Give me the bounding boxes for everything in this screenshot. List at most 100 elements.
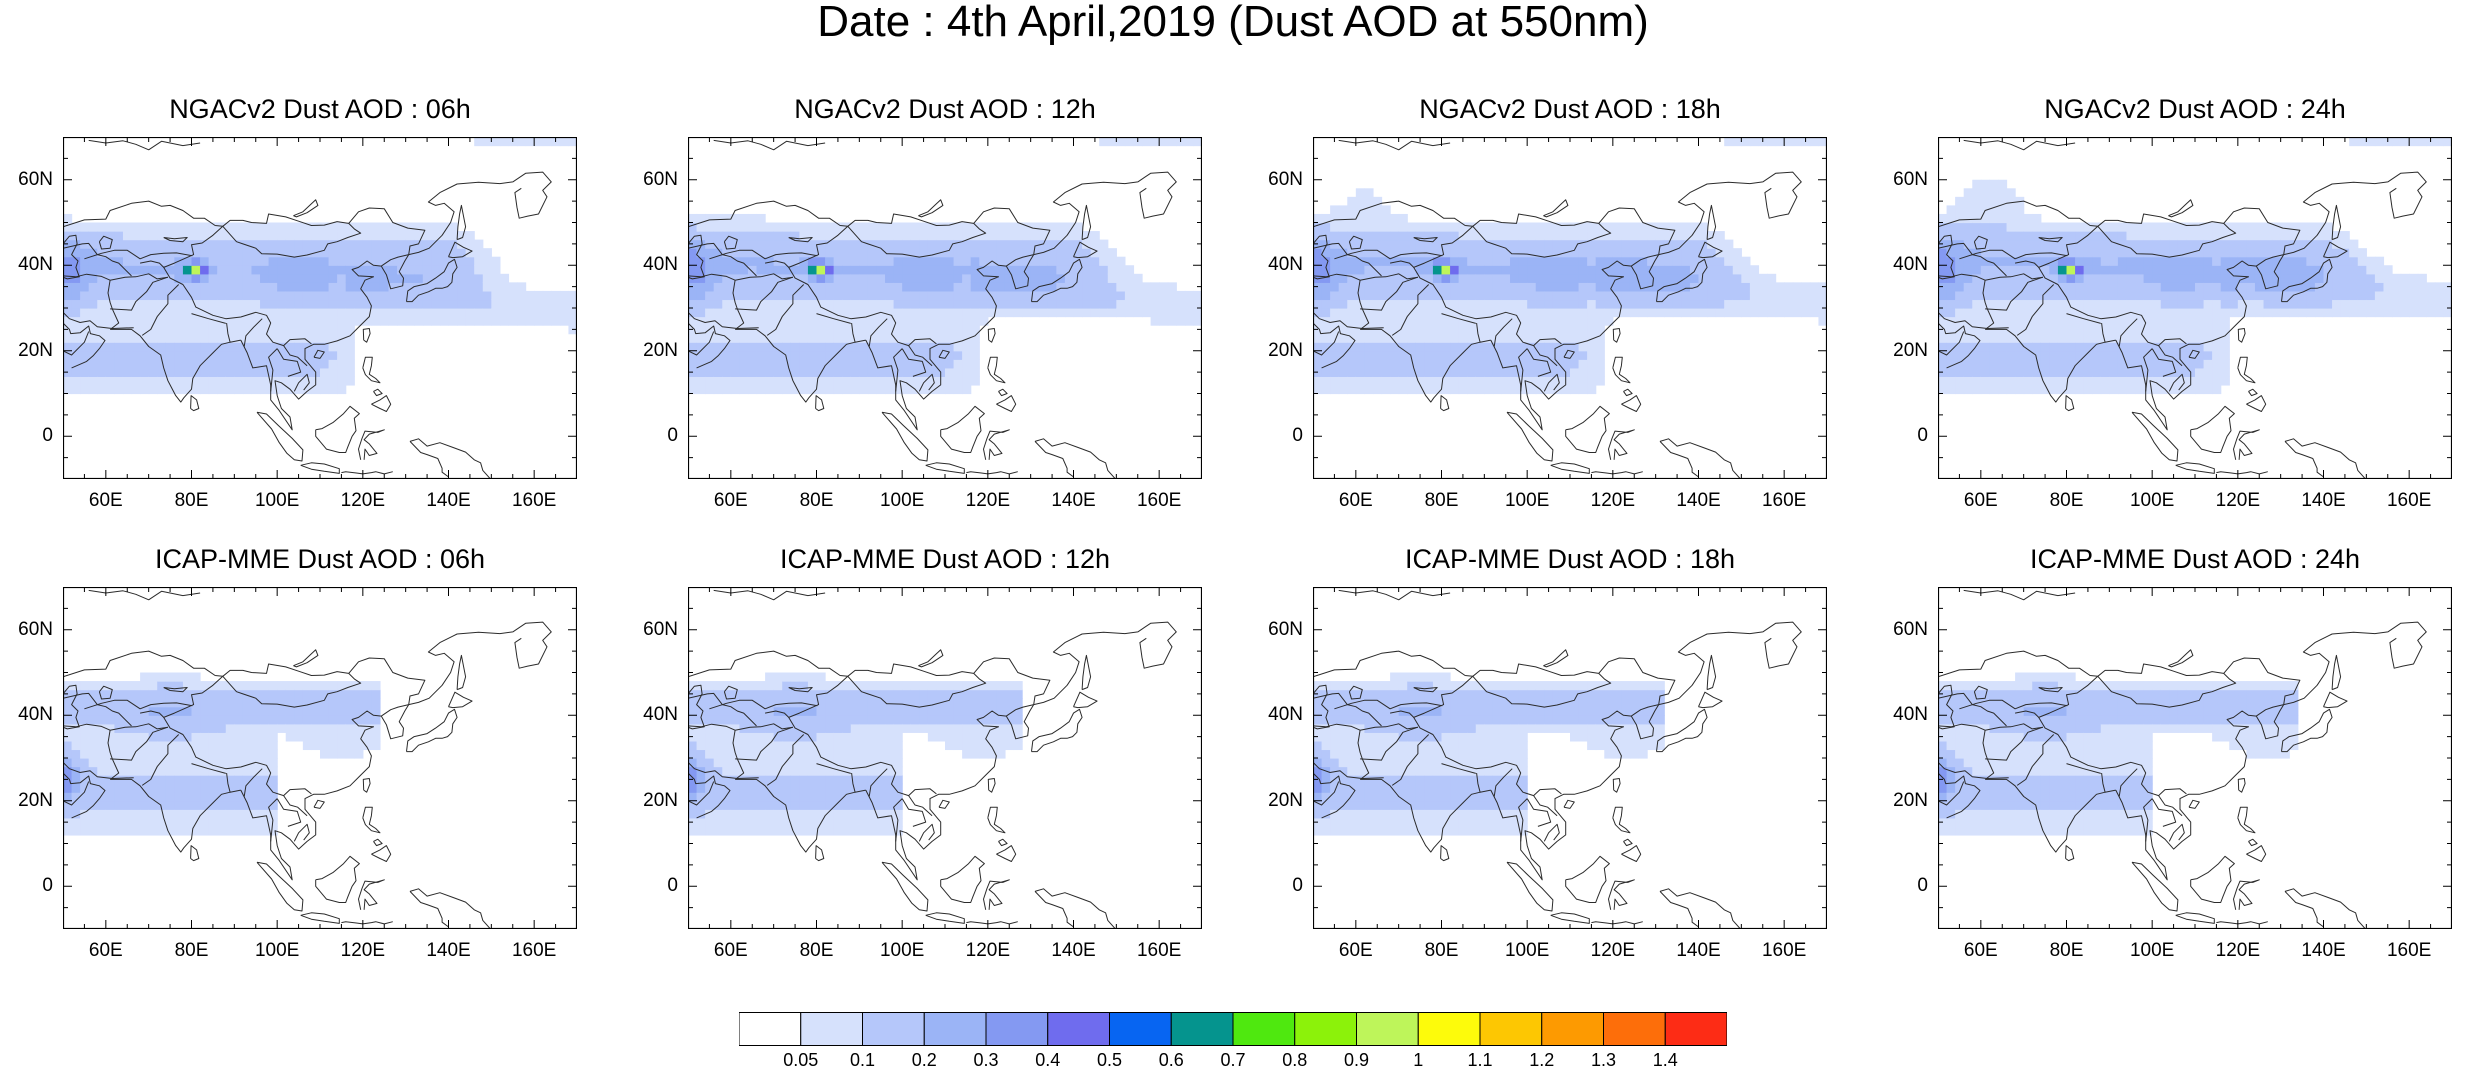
- lat-tick-label: 40N: [13, 705, 53, 725]
- colorbar-swatch: [863, 1013, 925, 1046]
- lat-tick-label: 60N: [13, 170, 53, 190]
- lat-tick-label: 40N: [13, 255, 53, 275]
- lat-tick-label: 60N: [1263, 620, 1303, 640]
- aod-colorbar: [739, 1012, 1727, 1046]
- panel-title: ICAP-MME Dust AOD : 24h: [1898, 544, 2466, 574]
- lon-tick-label: 100E: [870, 491, 934, 511]
- lon-tick-label: 80E: [160, 941, 224, 961]
- lon-tick-label: 140E: [417, 941, 481, 961]
- lat-tick-label: 60N: [1888, 620, 1928, 640]
- lat-tick-label: 20N: [13, 791, 53, 811]
- lat-tick-label: 0: [1263, 426, 1303, 446]
- dust-aod-map: [63, 137, 577, 479]
- lon-tick-label: 140E: [1042, 941, 1106, 961]
- lon-tick-label: 120E: [2206, 941, 2270, 961]
- lon-tick-label: 120E: [956, 491, 1020, 511]
- lat-tick-label: 0: [638, 876, 678, 896]
- lon-tick-label: 80E: [2035, 491, 2099, 511]
- lon-tick-label: 60E: [74, 491, 138, 511]
- lon-tick-label: 100E: [245, 941, 309, 961]
- panel-title: NGACv2 Dust AOD : 12h: [648, 94, 1242, 124]
- lon-tick-label: 60E: [699, 491, 763, 511]
- lon-tick-label: 100E: [870, 941, 934, 961]
- lat-tick-label: 60N: [638, 620, 678, 640]
- colorbar-level-label: 0.8: [1275, 1050, 1315, 1070]
- panel-title: ICAP-MME Dust AOD : 18h: [1273, 544, 1867, 574]
- dust-aod-map: [63, 587, 577, 929]
- lon-tick-label: 60E: [1949, 491, 2013, 511]
- colorbar-swatch: [1604, 1013, 1666, 1046]
- lat-tick-label: 20N: [1263, 341, 1303, 361]
- colorbar-level-label: 1.4: [1645, 1050, 1685, 1070]
- lon-tick-label: 160E: [1127, 491, 1191, 511]
- lon-tick-label: 60E: [1324, 491, 1388, 511]
- lon-tick-label: 140E: [1667, 491, 1731, 511]
- colorbar-swatch: [924, 1013, 986, 1046]
- panel-title: NGACv2 Dust AOD : 24h: [1898, 94, 2466, 124]
- colorbar-swatch: [1357, 1013, 1419, 1046]
- lat-tick-label: 60N: [13, 620, 53, 640]
- colorbar-swatch: [1295, 1013, 1357, 1046]
- lon-tick-label: 140E: [2292, 941, 2356, 961]
- lat-tick-label: 60N: [638, 170, 678, 190]
- lat-tick-label: 20N: [638, 791, 678, 811]
- lat-tick-label: 20N: [1888, 791, 1928, 811]
- lon-tick-label: 120E: [956, 941, 1020, 961]
- lon-tick-label: 140E: [1667, 941, 1731, 961]
- colorbar-level-label: 0.5: [1090, 1050, 1130, 1070]
- dust-aod-map: [1938, 587, 2452, 929]
- lat-tick-label: 0: [1888, 876, 1928, 896]
- colorbar-level-label: 0.6: [1151, 1050, 1191, 1070]
- colorbar-swatch: [739, 1013, 801, 1046]
- lat-tick-label: 0: [13, 876, 53, 896]
- lon-tick-label: 100E: [245, 491, 309, 511]
- figure-title: Date : 4th April,2019 (Dust AOD at 550nm…: [0, 0, 2466, 44]
- lon-tick-label: 160E: [2377, 941, 2441, 961]
- lat-tick-label: 0: [1263, 876, 1303, 896]
- lat-tick-label: 20N: [638, 341, 678, 361]
- lon-tick-label: 80E: [160, 491, 224, 511]
- colorbar-svg: [739, 1012, 1727, 1046]
- lon-tick-label: 60E: [74, 941, 138, 961]
- dust-aod-map: [688, 137, 1202, 479]
- panel-title: NGACv2 Dust AOD : 06h: [23, 94, 617, 124]
- dust-aod-map: [1313, 137, 1827, 479]
- panel-title: ICAP-MME Dust AOD : 12h: [648, 544, 1242, 574]
- panel-title: NGACv2 Dust AOD : 18h: [1273, 94, 1867, 124]
- lat-tick-label: 40N: [1888, 255, 1928, 275]
- colorbar-level-label: 1.1: [1460, 1050, 1500, 1070]
- lon-tick-label: 120E: [1581, 941, 1645, 961]
- lon-tick-label: 80E: [1410, 491, 1474, 511]
- colorbar-level-label: 0.2: [904, 1050, 944, 1070]
- lon-tick-label: 160E: [2377, 491, 2441, 511]
- lon-tick-label: 140E: [417, 491, 481, 511]
- colorbar-level-label: 1.3: [1584, 1050, 1624, 1070]
- lon-tick-label: 60E: [699, 941, 763, 961]
- colorbar-swatch: [1665, 1013, 1727, 1046]
- lon-tick-label: 100E: [2120, 491, 2184, 511]
- lon-tick-label: 160E: [502, 491, 566, 511]
- colorbar-swatch: [1048, 1013, 1110, 1046]
- lon-tick-label: 160E: [1752, 941, 1816, 961]
- lon-tick-label: 120E: [331, 491, 395, 511]
- dust-aod-map: [688, 587, 1202, 929]
- lat-tick-label: 0: [1888, 426, 1928, 446]
- lon-tick-label: 80E: [785, 941, 849, 961]
- lon-tick-label: 140E: [2292, 491, 2356, 511]
- lat-tick-label: 20N: [1888, 341, 1928, 361]
- panel-title: ICAP-MME Dust AOD : 06h: [23, 544, 617, 574]
- lon-tick-label: 80E: [2035, 941, 2099, 961]
- colorbar-swatch: [1171, 1013, 1233, 1046]
- lon-tick-label: 160E: [502, 941, 566, 961]
- lon-tick-label: 100E: [1495, 941, 1559, 961]
- lon-tick-label: 140E: [1042, 491, 1106, 511]
- lon-tick-label: 120E: [331, 941, 395, 961]
- colorbar-level-label: 0.9: [1337, 1050, 1377, 1070]
- colorbar-swatch: [1480, 1013, 1542, 1046]
- colorbar-level-label: 0.7: [1213, 1050, 1253, 1070]
- lat-tick-label: 0: [638, 426, 678, 446]
- lat-tick-label: 60N: [1263, 170, 1303, 190]
- colorbar-swatch: [1542, 1013, 1604, 1046]
- lon-tick-label: 60E: [1324, 941, 1388, 961]
- colorbar-swatch: [801, 1013, 863, 1046]
